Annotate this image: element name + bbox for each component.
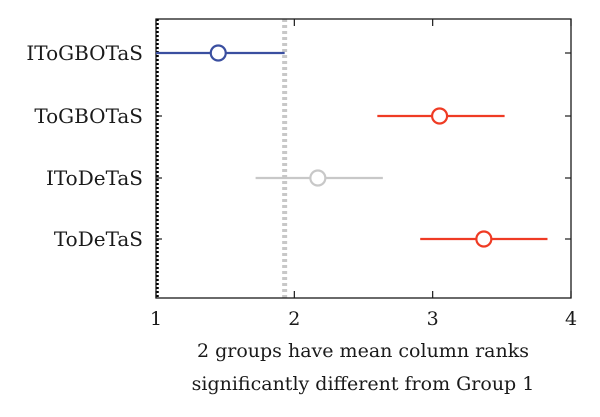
mean-marker [309,169,327,187]
plot-area: 1 2 3 4 IToGBOTaS ToGBOTaS IToDeTaS ToDeTaS [26,18,577,330]
mean-marker [209,44,227,62]
group-label: ToDeTaS [54,227,143,251]
plot-frame [155,18,572,299]
group-label: IToGBOTaS [26,41,143,65]
x-axis-label-line-2: significantly different from Group 1 [192,373,535,395]
group-label: IToDeTaS [46,166,143,190]
x-tick-label: 3 [427,308,439,330]
mean-marker [430,107,449,125]
x-tick-label: 1 [150,308,162,330]
x-tick-label: 2 [288,308,300,330]
x-axis-label-line-1: 2 groups have mean column ranks [197,340,529,362]
group-label: ToGBOTaS [34,104,143,128]
x-tick-label: 4 [565,308,577,330]
mean-marker [475,230,493,248]
